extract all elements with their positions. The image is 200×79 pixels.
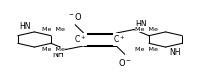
Text: Me  Me: Me Me (42, 27, 65, 32)
Text: C$^+$: C$^+$ (74, 34, 87, 45)
Text: Me  Me: Me Me (135, 47, 158, 52)
Text: NH: NH (169, 48, 181, 57)
Text: C$^+$: C$^+$ (113, 34, 126, 45)
Text: NH: NH (53, 50, 64, 59)
Text: $^-$O: $^-$O (67, 11, 82, 22)
Text: HN: HN (136, 20, 147, 29)
Text: Me  Me: Me Me (42, 47, 65, 52)
Text: O$^-$: O$^-$ (118, 57, 132, 68)
Text: HN: HN (19, 22, 31, 31)
Text: Me  Me: Me Me (135, 27, 158, 32)
